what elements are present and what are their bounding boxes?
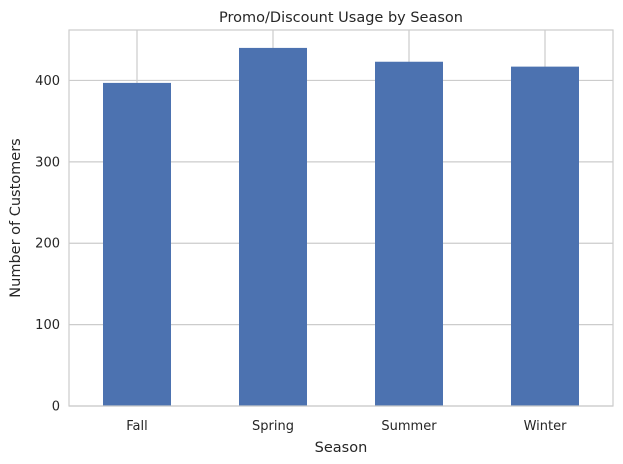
y-tick-label: 300 [35, 155, 60, 170]
plot-frame [68, 29, 614, 407]
bar-fall [103, 82, 171, 406]
y-tick-label: 200 [35, 237, 60, 252]
y-tick-label: 0 [52, 400, 60, 415]
y-tick-labels: 0 100 200 300 400 [35, 74, 60, 415]
x-tick-label-summer: Summer [381, 419, 437, 434]
x-axis-title: Season [315, 440, 368, 456]
y-tick-label: 100 [35, 318, 60, 333]
bar-summer [375, 61, 443, 406]
y-axis-title: Number of Customers [8, 138, 24, 297]
x-tick-label-fall: Fall [126, 419, 147, 434]
bar-layer [103, 47, 579, 407]
chart-title: Promo/Discount Usage by Season [219, 10, 463, 26]
bar-winter [511, 66, 579, 406]
x-tick-label-spring: Spring [252, 419, 294, 434]
x-tick-labels: Fall Spring Summer Winter [126, 419, 567, 434]
x-tick-label-winter: Winter [524, 419, 568, 434]
y-tick-label: 400 [35, 74, 60, 89]
bar-spring [239, 47, 307, 407]
